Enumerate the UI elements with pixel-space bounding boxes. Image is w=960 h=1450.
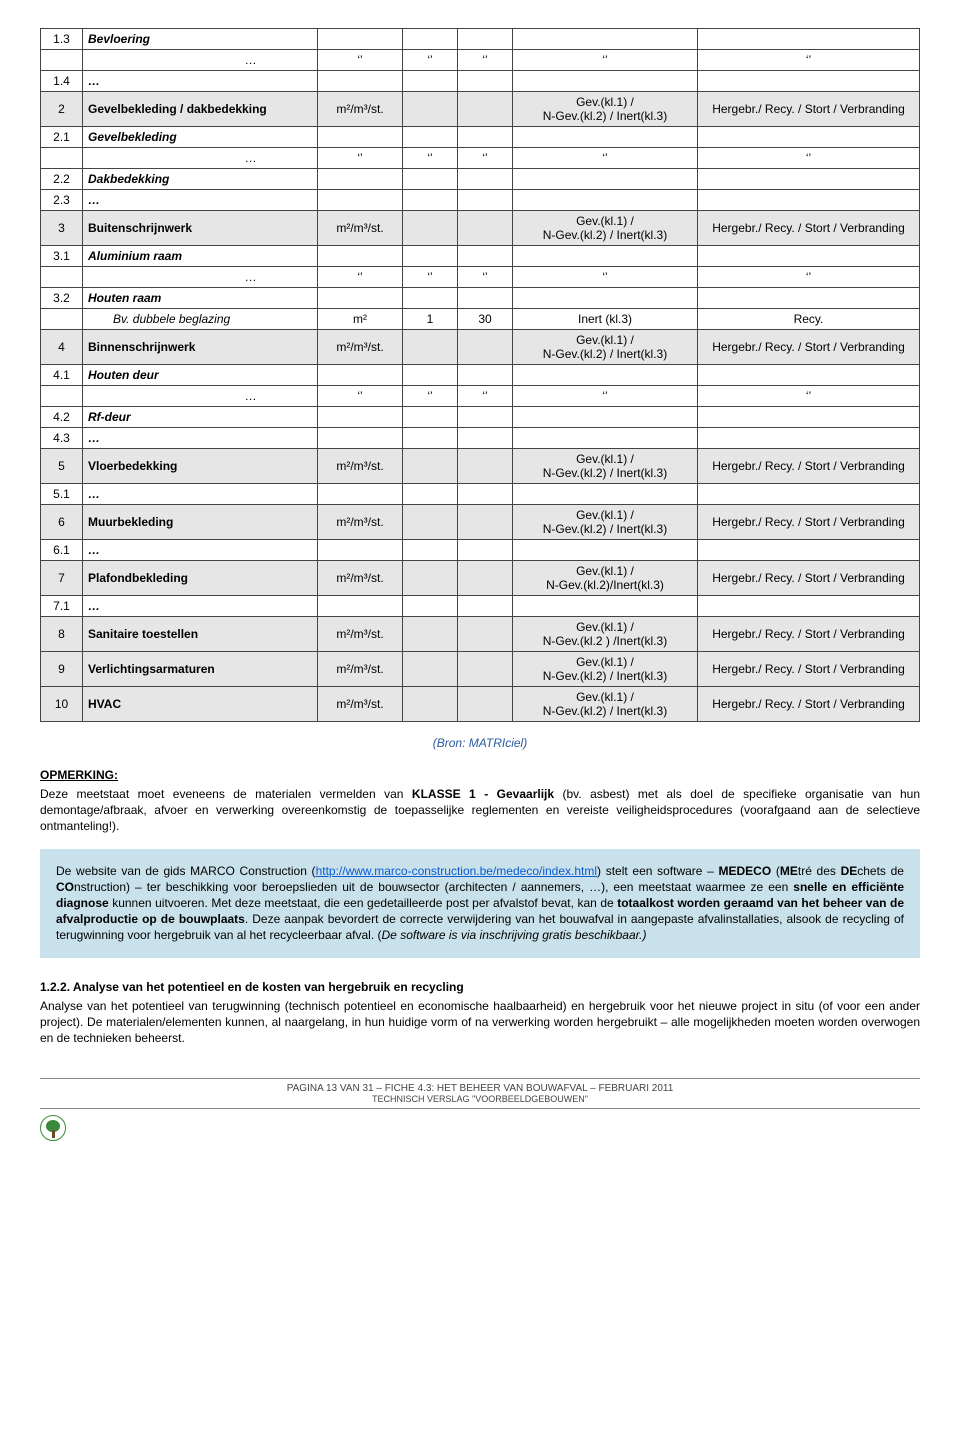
table-row: 2.3… (41, 190, 920, 211)
section-body-122: Analyse van het potentieel van terugwinn… (40, 998, 920, 1047)
table-row: 3.2Houten raam (41, 288, 920, 309)
table-row: Bv. dubbele beglazingm²130Inert (kl.3)Re… (41, 309, 920, 330)
table-row: 1.4… (41, 71, 920, 92)
table-row: 3Buitenschrijnwerkm²/m³/st.Gev.(kl.1) /N… (41, 211, 920, 246)
note-body-pre: Deze meetstaat moet eveneens de material… (40, 787, 412, 801)
table-row: …‘’‘’‘’‘’‘’ (41, 386, 920, 407)
table-row: 1.3Bevloering (41, 29, 920, 50)
infobox-b2c: CO (56, 880, 74, 894)
table-row: 2Gevelbekleding / dakbedekkingm²/m³/st.G… (41, 92, 920, 127)
table-row: 3.1Aluminium raam (41, 246, 920, 267)
note-heading: OPMERKING: (40, 768, 118, 782)
table-source: (Bron: MATRIciel) (40, 736, 920, 750)
infobox-ital: De software is via inschrijving gratis b… (382, 928, 647, 942)
note-body: Deze meetstaat moet eveneens de material… (40, 786, 920, 835)
infobox-p2b: chets de (857, 864, 904, 878)
table-row: 6Muurbekledingm²/m³/st.Gev.(kl.1) /N-Gev… (41, 505, 920, 540)
table-row: 4.2Rf-deur (41, 407, 920, 428)
table-row: …‘’‘’‘’‘’‘’ (41, 148, 920, 169)
logo-wrap (40, 1115, 920, 1144)
table-row: 6.1… (41, 540, 920, 561)
infobox-link[interactable]: http://www.marco-construction.be/medeco/… (316, 864, 597, 878)
table-row: 9Verlichtingsarmaturenm²/m³/st.Gev.(kl.1… (41, 652, 920, 687)
table-row: 7.1… (41, 596, 920, 617)
table-row: 5Vloerbedekkingm²/m³/st.Gev.(kl.1) /N-Ge… (41, 449, 920, 484)
infobox-p2c: nstruction) – ter beschikking voor beroe… (74, 880, 793, 894)
table-row: 4Binnenschrijnwerkm²/m³/st.Gev.(kl.1) /N… (41, 330, 920, 365)
infobox-b2b: DE (841, 864, 858, 878)
table-row: 2.1Gevelbekleding (41, 127, 920, 148)
note-body-bold: KLASSE 1 - Gevaarlijk (412, 787, 554, 801)
table-row: 2.2Dakbedekking (41, 169, 920, 190)
table-row: 7Plafondbekledingm²/m³/st.Gev.(kl.1) /N-… (41, 561, 920, 596)
tree-logo-icon (40, 1115, 66, 1141)
infobox-mid2: kunnen uitvoeren. Met deze meetstaat, di… (109, 896, 618, 910)
info-box: De website van de gids MARCO Constructio… (40, 849, 920, 958)
table-row: 5.1… (41, 484, 920, 505)
table-row: 8Sanitaire toestellenm²/m³/st.Gev.(kl.1)… (41, 617, 920, 652)
table-row: 4.1Houten deur (41, 365, 920, 386)
infobox-pre: De website van de gids MARCO Constructio… (56, 864, 316, 878)
footer-line1: PAGINA 13 VAN 31 – FICHE 4.3: HET BEHEER… (40, 1083, 920, 1094)
infobox-p2a: tré des (798, 864, 841, 878)
section-heading-122: 1.2.2. Analyse van het potentieel en de … (40, 980, 920, 994)
table-row: …‘’‘’‘’‘’‘’ (41, 50, 920, 71)
table-row: 4.3… (41, 428, 920, 449)
table-row: 10HVACm²/m³/st.Gev.(kl.1) /N-Gev.(kl.2) … (41, 687, 920, 722)
infobox-mid1: ) stelt een software – (597, 864, 718, 878)
waste-table: 1.3Bevloering…‘’‘’‘’‘’‘’1.4…2Gevelbekled… (40, 28, 920, 722)
note-block: OPMERKING: Deze meetstaat moet eveneens … (40, 768, 920, 835)
infobox-b1: MEDECO (719, 864, 772, 878)
table-row: …‘’‘’‘’‘’‘’ (41, 267, 920, 288)
footer-line2: TECHNISCH VERSLAG "VOORBEELDGEBOUWEN" (40, 1094, 920, 1104)
infobox-paren: ( (771, 864, 780, 878)
page-footer: PAGINA 13 VAN 31 – FICHE 4.3: HET BEHEER… (40, 1078, 920, 1109)
infobox-b2a: ME (780, 864, 798, 878)
